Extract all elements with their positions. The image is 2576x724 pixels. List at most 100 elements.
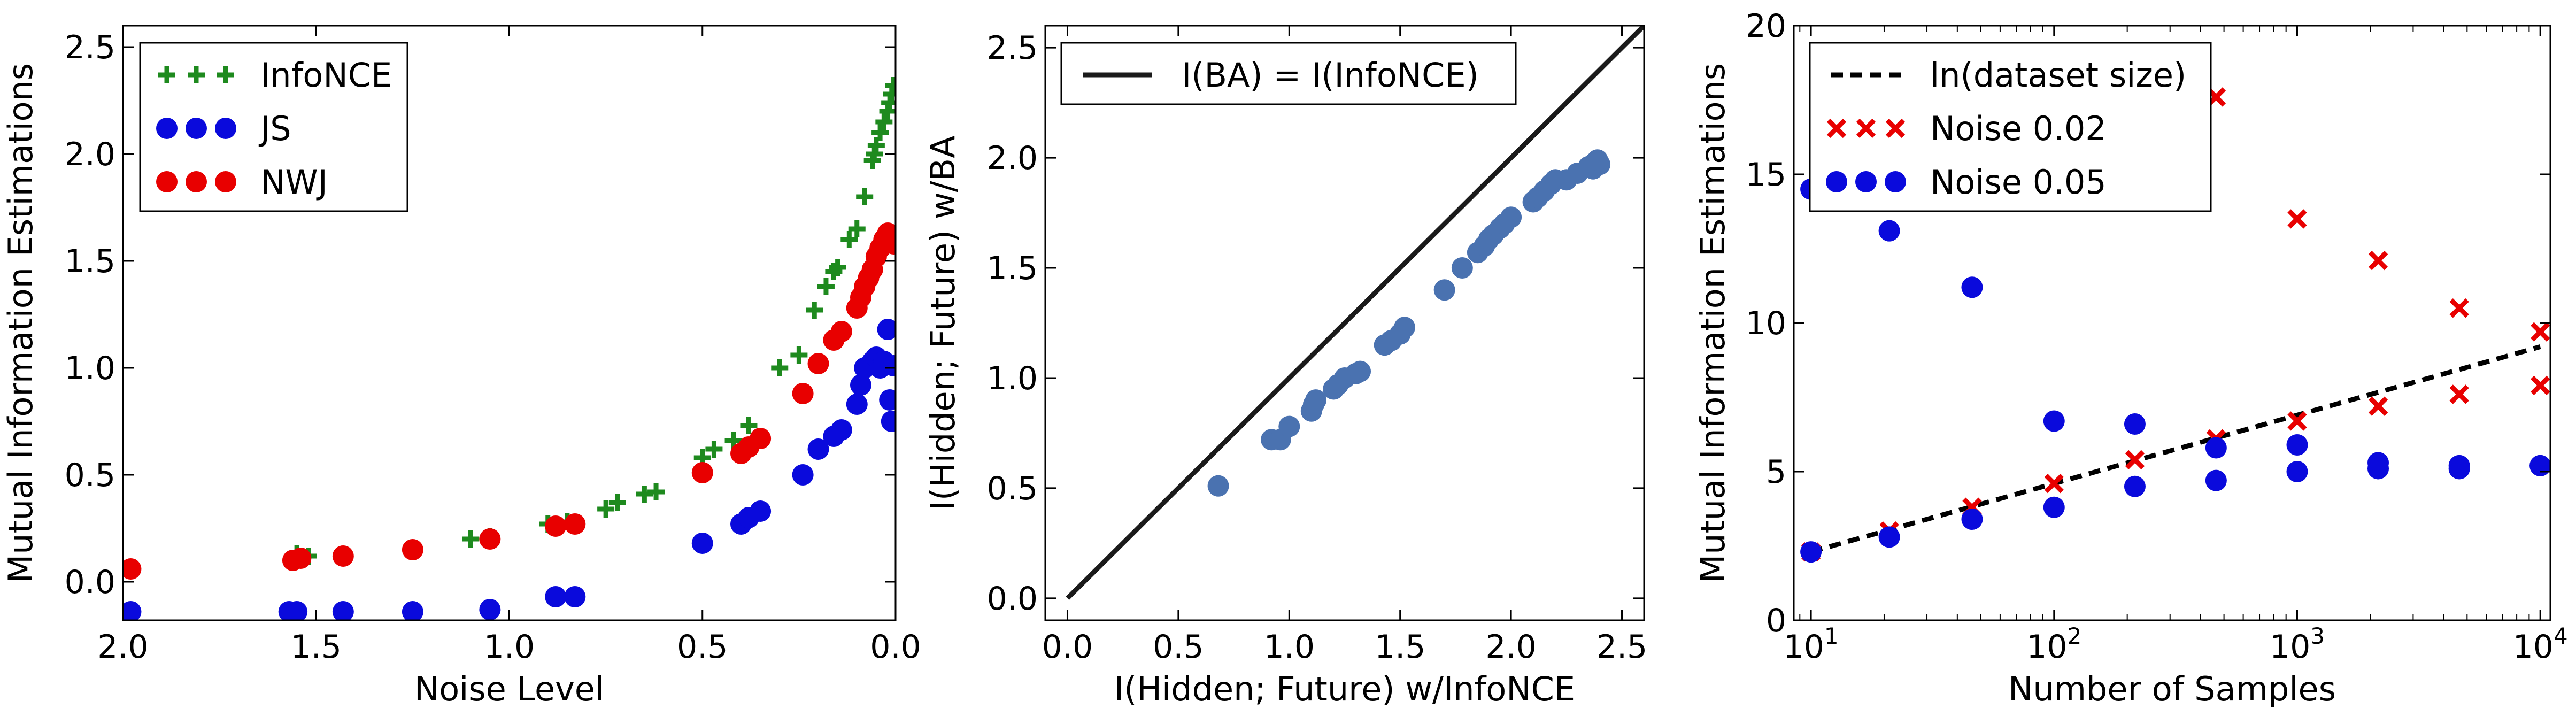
y-axis-label: Mutual Information Estimations bbox=[1, 63, 40, 583]
data-layer bbox=[1066, 26, 1644, 600]
series-noise-0-05 bbox=[1800, 178, 2550, 563]
data-point bbox=[2043, 410, 2065, 432]
legend-label: JS bbox=[258, 109, 291, 148]
data-point bbox=[806, 302, 823, 319]
legend-entry: NWJ bbox=[156, 163, 328, 202]
tick-base: 10 bbox=[1784, 628, 1824, 666]
data-point bbox=[564, 513, 586, 535]
data-point bbox=[1349, 360, 1371, 382]
legend-marker bbox=[1855, 171, 1877, 192]
series-1 bbox=[1207, 149, 1611, 497]
x-tick-label: 0.5 bbox=[677, 628, 728, 666]
data-point bbox=[2448, 458, 2470, 480]
y-tick-label: 2.0 bbox=[65, 136, 115, 173]
data-point bbox=[332, 545, 354, 567]
y-tick-label: 15 bbox=[1746, 156, 1786, 194]
data-point bbox=[1433, 279, 1455, 301]
legend-entry: Noise 0.05 bbox=[1826, 163, 2107, 202]
data-point bbox=[332, 601, 354, 620]
panel-1: 2.0 1.5 1.0 0.5 0.0 0.0 0.5 1.0 1.5 2.0 2.5 Noise L… bbox=[1, 25, 921, 708]
legend-marker bbox=[215, 171, 236, 192]
plot-frame bbox=[1044, 25, 1645, 621]
y-tick-label: 0.0 bbox=[65, 564, 115, 601]
x-tick-label: 101 bbox=[1784, 623, 1839, 666]
y-tick-label: 2.5 bbox=[987, 29, 1038, 67]
tick-exponent: 2 bbox=[2068, 623, 2082, 649]
data-point bbox=[2286, 461, 2308, 482]
y-tick-label: 0.5 bbox=[65, 457, 115, 494]
data-point bbox=[2530, 322, 2550, 342]
x-tick-label: 1.0 bbox=[1264, 628, 1315, 666]
legend-marker bbox=[1885, 118, 1906, 138]
data-point bbox=[2368, 396, 2388, 416]
data-point bbox=[807, 438, 829, 460]
data-point bbox=[830, 419, 852, 441]
data-point bbox=[2449, 298, 2469, 318]
legend-marker bbox=[186, 171, 207, 192]
data-point bbox=[840, 231, 858, 248]
data-point bbox=[564, 586, 586, 607]
data-point bbox=[1394, 317, 1415, 338]
data-point bbox=[290, 548, 312, 569]
y-tick-label: 1.5 bbox=[65, 243, 115, 280]
data-point bbox=[771, 359, 789, 376]
data-point bbox=[691, 462, 713, 483]
x-axis-label: Noise Level bbox=[414, 669, 604, 708]
data-point bbox=[1961, 276, 1983, 298]
data-point bbox=[2286, 434, 2308, 456]
x-tick-label: 0.0 bbox=[1042, 628, 1093, 666]
x-tick-label: 0.5 bbox=[1153, 628, 1204, 666]
data-point bbox=[817, 278, 835, 295]
legend-label: Noise 0.05 bbox=[1930, 163, 2107, 202]
legend-marker bbox=[215, 118, 236, 139]
legend-entry: JS bbox=[156, 109, 291, 148]
data-point bbox=[608, 494, 626, 511]
data-point bbox=[2367, 458, 2389, 480]
data-point bbox=[871, 124, 889, 141]
data-layer bbox=[1800, 87, 2550, 563]
y-axis-label: I(Hidden; Future) w/BA bbox=[923, 136, 962, 511]
data-point bbox=[1878, 220, 1900, 242]
x-tick-label: 2.0 bbox=[1485, 628, 1536, 666]
legend-marker bbox=[1856, 118, 1876, 138]
legend-label: I(BA) = I(InfoNCE) bbox=[1182, 56, 1479, 95]
data-point bbox=[462, 530, 480, 548]
legend-marker bbox=[156, 118, 178, 139]
data-point bbox=[647, 483, 665, 500]
data-point bbox=[1800, 541, 1822, 563]
x-tick-label: 104 bbox=[2513, 623, 2568, 666]
data-point bbox=[1586, 149, 1608, 171]
data-point bbox=[597, 500, 615, 518]
legend-label: Noise 0.02 bbox=[1930, 109, 2107, 148]
legend-marker bbox=[188, 66, 205, 83]
data-point bbox=[1500, 206, 1522, 228]
series-ln-dataset-size- bbox=[1810, 344, 2541, 554]
x-tick-label: 1.5 bbox=[1375, 628, 1425, 666]
y-tick-label: 20 bbox=[1746, 7, 1786, 45]
legend: InfoNCE JS NWJ bbox=[139, 42, 408, 212]
data-point bbox=[402, 601, 423, 620]
data-point bbox=[856, 188, 874, 205]
data-point bbox=[2205, 469, 2227, 491]
data-point bbox=[479, 528, 501, 550]
data-point bbox=[2368, 251, 2388, 271]
tick-exponent: 3 bbox=[2310, 623, 2325, 649]
legend-entry: I(BA) = I(InfoNCE) bbox=[1083, 56, 1479, 95]
legend-label: NWJ bbox=[260, 163, 328, 202]
x-tick-label: 2.0 bbox=[97, 628, 148, 666]
data-point bbox=[2124, 475, 2146, 497]
data-point bbox=[2044, 474, 2064, 494]
reference-line bbox=[1066, 26, 1644, 600]
tick-base: 10 bbox=[2270, 628, 2310, 666]
data-point bbox=[2529, 455, 2550, 476]
y-tick-label: 1.0 bbox=[987, 360, 1038, 397]
data-point bbox=[2205, 437, 2227, 459]
data-point bbox=[545, 515, 567, 537]
data-point bbox=[1305, 389, 1327, 411]
y-tick-label: 5 bbox=[1766, 453, 1786, 491]
data-point bbox=[792, 464, 814, 486]
y-tick-label: 1.0 bbox=[65, 350, 115, 387]
data-point bbox=[2287, 411, 2307, 431]
legend-label: InfoNCE bbox=[260, 56, 392, 95]
